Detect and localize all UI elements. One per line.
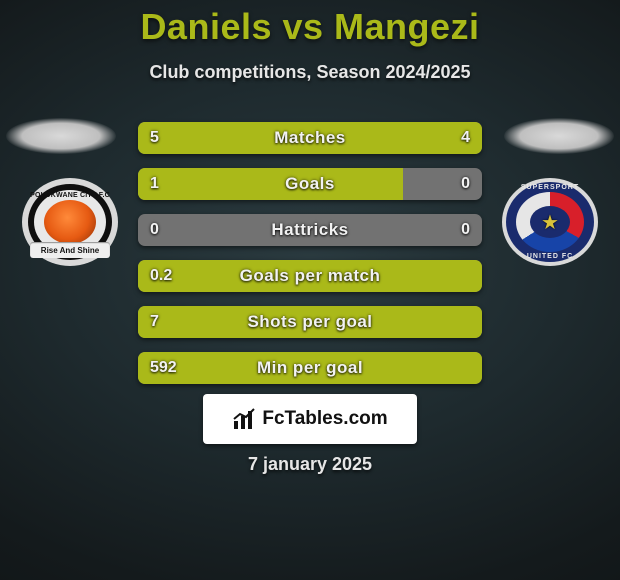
stat-row: 7 Shots per goal — [138, 306, 482, 338]
stat-label: Shots per goal — [138, 306, 482, 338]
stat-row: 0.2 Goals per match — [138, 260, 482, 292]
stat-label: Hattricks — [138, 214, 482, 246]
fctables-badge-text: FcTables.com — [262, 408, 387, 430]
stat-label: Goals — [138, 168, 482, 200]
stat-value-right: 0 — [461, 168, 470, 200]
club-crest-right: SUPERSPORT ★ UNITED FC — [502, 178, 598, 266]
fctables-logo-icon — [232, 407, 256, 431]
subtitle: Club competitions, Season 2024/2025 — [0, 62, 620, 83]
crest-left-banner: Rise And Shine — [30, 242, 110, 258]
stats-container: 5 Matches 4 1 Goals 0 0 Hattricks 0 0.2 … — [138, 122, 482, 384]
club-crest-left: POLOKWANE CITY F.C Rise And Shine — [22, 178, 118, 266]
player-oval-right — [504, 118, 614, 154]
stat-value-right: 4 — [461, 122, 470, 154]
page-title: Daniels vs Mangezi — [0, 0, 620, 48]
stat-value-right: 0 — [461, 214, 470, 246]
star-icon: ★ — [537, 209, 563, 235]
stat-row: 592 Min per goal — [138, 352, 482, 384]
stat-row: 0 Hattricks 0 — [138, 214, 482, 246]
fctables-badge[interactable]: FcTables.com — [203, 394, 417, 444]
stat-row: 1 Goals 0 — [138, 168, 482, 200]
stat-label: Matches — [138, 122, 482, 154]
stat-row: 5 Matches 4 — [138, 122, 482, 154]
player-oval-left — [6, 118, 116, 154]
stat-label: Goals per match — [138, 260, 482, 292]
crest-left-toptext: POLOKWANE CITY F.C — [22, 192, 118, 199]
crest-right-arc-bottom: UNITED FC — [502, 253, 598, 260]
date-label: 7 january 2025 — [0, 454, 620, 475]
crest-right-arc-top: SUPERSPORT — [502, 184, 598, 191]
stat-label: Min per goal — [138, 352, 482, 384]
